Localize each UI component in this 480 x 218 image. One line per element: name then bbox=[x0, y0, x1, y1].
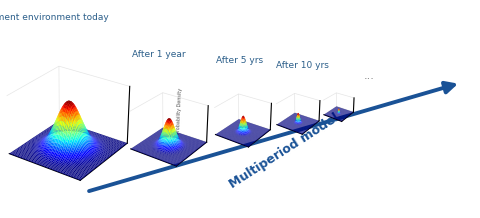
Text: After 1 year: After 1 year bbox=[132, 50, 185, 59]
Text: After 10 yrs: After 10 yrs bbox=[276, 61, 329, 70]
Text: ...: ... bbox=[364, 71, 375, 81]
Text: After 5 yrs: After 5 yrs bbox=[216, 56, 264, 65]
Text: Investment environment today: Investment environment today bbox=[0, 13, 109, 22]
Text: Multiperiod model: Multiperiod model bbox=[227, 112, 342, 191]
